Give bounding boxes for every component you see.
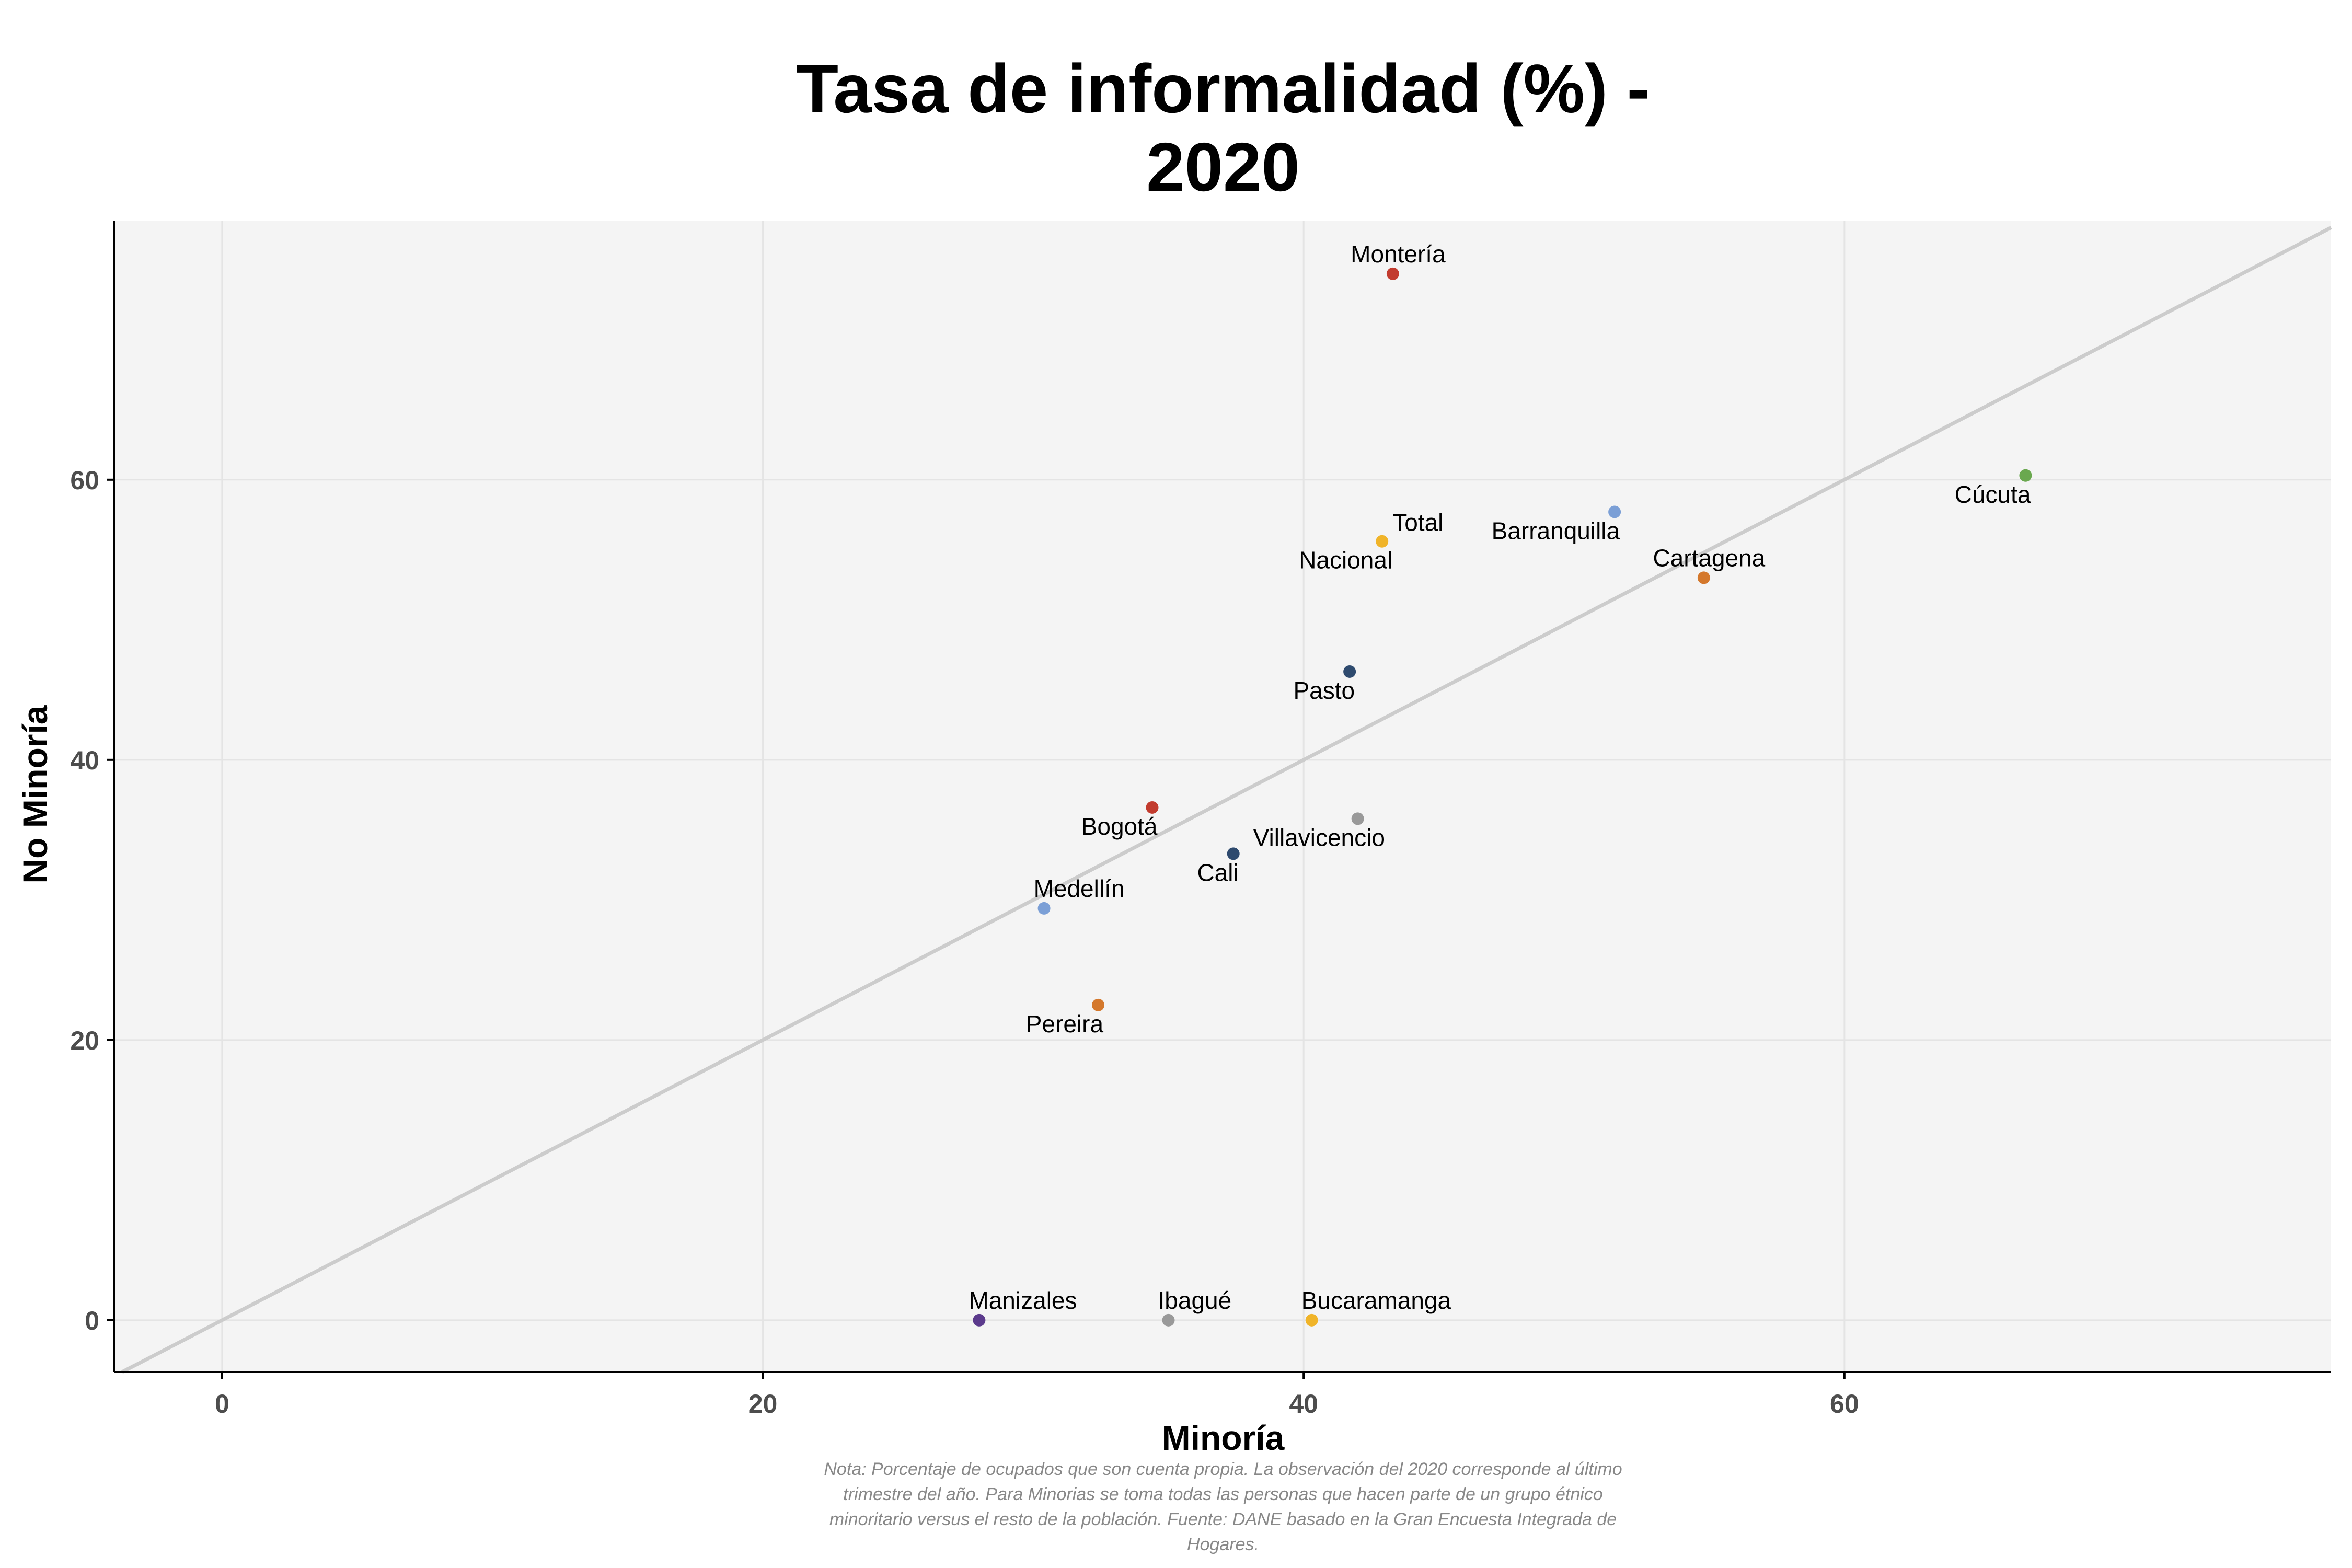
point-label-3-a: Total [1392,509,1443,536]
point-label-3-b: Nacional [1299,547,1392,574]
footnote-line-4: Hogares. [1187,1535,1259,1554]
reference-line-group [121,226,2332,1374]
data-point-9 [1037,902,1051,915]
footnote-line-3: minoritario versus el resto de la poblac… [829,1509,1617,1529]
x-tick-label-1: 20 [748,1389,778,1419]
footnote-line-1: Nota: Porcentaje de ocupados que son cue… [824,1459,1622,1479]
x-axis-title: Minoría [1162,1419,1285,1457]
data-point-6 [1146,801,1159,814]
data-point-8 [1227,847,1240,860]
grid-lines [114,221,2331,1372]
x-tick-label-0: 0 [215,1389,229,1419]
point-label-12: Ibagué [1158,1287,1232,1314]
y-axis-title: No Minoría [16,705,54,883]
point-label-5: Pasto [1293,677,1355,704]
data-point-5 [1343,665,1356,678]
point-label-2: Barranquilla [1492,517,1620,544]
footnote: Nota: Porcentaje de ocupados que son cue… [824,1459,1622,1554]
y-tick-label-1: 20 [70,1026,99,1055]
point-label-7: Villavicencio [1253,824,1385,851]
point-label-10: Pereira [1026,1010,1104,1037]
plot-panel [114,221,2331,1372]
y-tick-label-0: 0 [85,1306,99,1335]
chart-title-line-2: 2020 [1146,129,1300,205]
axes: 0 20 40 60 0 20 40 60 [70,221,2331,1419]
data-point-2 [1608,505,1621,518]
x-tick-label-3: 60 [1830,1389,1859,1419]
data-point-13 [1305,1313,1318,1327]
chart-title: Tasa de informalidad (%) - 2020 [796,50,1650,205]
data-point-11 [973,1313,986,1327]
point-label-8: Cali [1197,859,1238,886]
data-point-3 [1376,535,1389,548]
point-label-4: Cartagena [1653,544,1765,571]
footnote-line-2: trimestre del año. Para Minorias se toma… [843,1484,1602,1504]
data-point-7 [1351,812,1364,825]
point-label-1: Cúcuta [1955,481,2031,508]
chart-title-line-1: Tasa de informalidad (%) - [796,50,1650,127]
data-points [973,267,2032,1327]
point-label-13: Bucaramanga [1301,1287,1451,1314]
data-point-1 [2019,469,2032,482]
data-point-0 [1386,267,1399,280]
point-label-9: Medellín [1034,875,1125,902]
reference-line [121,226,2332,1374]
data-point-4 [1697,571,1710,584]
y-tick-label-2: 40 [70,746,99,775]
y-tick-label-3: 60 [70,466,99,495]
point-label-0: Montería [1351,240,1446,268]
point-label-11: Manizales [969,1287,1077,1314]
data-point-12 [1162,1313,1175,1327]
data-point-10 [1092,998,1105,1011]
x-tick-label-2: 40 [1289,1389,1318,1419]
point-label-6: Bogotá [1081,813,1158,840]
